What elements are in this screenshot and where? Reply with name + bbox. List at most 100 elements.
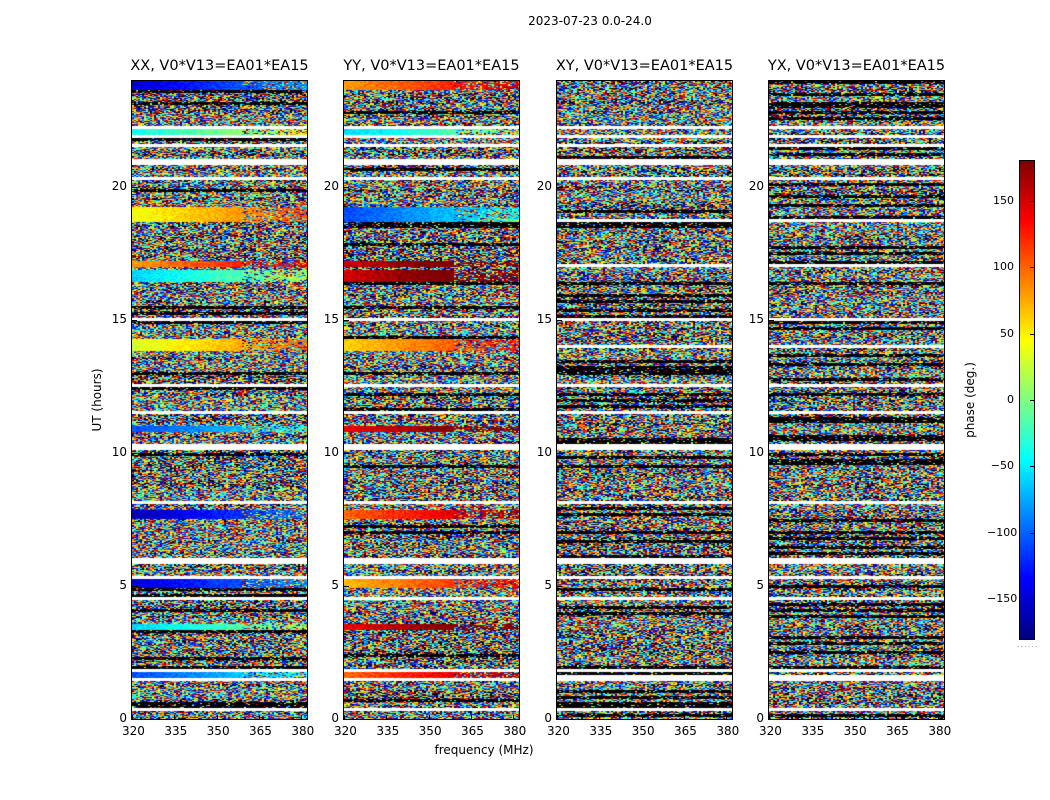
y-axis-label: UT (hours) [90,368,104,432]
x-tick-mark [599,715,601,720]
y-tick-label: 0 [544,711,552,725]
colorbar-tick-label: 150 [993,193,1014,207]
x-tick-label: 365 [249,724,272,738]
y-tick-mark [769,320,774,322]
panel-title: YY, V0*V13=EA01*EA15 [343,58,520,74]
heatmap-image [132,81,307,719]
colorbar-tick-label: 50 [1000,326,1014,340]
x-tick-label: 335 [801,724,825,738]
y-tick-mark [557,719,562,720]
y-tick-label: 5 [119,578,127,593]
x-tick-mark [471,715,473,720]
x-tick-label: 380 [291,724,315,738]
colorbar-tick-label: −50 [990,459,1014,473]
colorbar-tick-mark [1030,532,1034,534]
y-tick-mark [769,187,774,189]
x-tick-label: 335 [376,724,400,738]
y-tick-mark [132,719,137,720]
panel-title: XY, V0*V13=EA01*EA15 [555,58,734,74]
colorbar-tick-label: −100 [987,525,1018,539]
y-tick-mark [769,586,774,588]
x-tick-mark [216,715,218,720]
x-tick-label: 365 [674,724,697,738]
y-tick-mark [769,453,774,455]
y-tick-label: 0 [119,711,127,725]
y-tick-label: 10 [748,445,764,460]
y-tick-mark [132,453,137,455]
colorbar-tick-mark [1030,466,1034,468]
y-tick-mark [557,586,562,588]
y-tick-label: 15 [536,312,552,327]
x-tick-mark [557,715,558,720]
y-tick-label: 5 [756,578,764,593]
x-tick-mark [513,715,515,720]
y-tick-mark [344,187,349,189]
colorbar-tick-mark [1030,200,1034,202]
y-tick-mark [132,320,137,322]
x-tick-label: 380 [503,724,527,738]
heatmap-image [344,81,519,719]
x-axis-label: frequency (MHz) [434,743,534,757]
y-tick-label: 10 [111,445,127,460]
heatmap-image [557,81,732,719]
y-tick-label: 20 [748,179,764,194]
x-tick-label: 335 [589,724,613,738]
y-tick-mark [557,453,562,455]
x-tick-label: 380 [928,724,952,738]
y-tick-label: 10 [323,445,339,460]
y-tick-mark [344,719,349,720]
heatmap-image [769,81,944,719]
y-tick-label: 20 [323,179,339,194]
y-tick-label: 0 [331,711,339,725]
heatmap-panel [131,80,308,720]
y-tick-label: 5 [544,578,552,593]
y-tick-mark [132,187,137,189]
y-tick-label: 20 [111,179,127,194]
x-tick-mark [174,715,176,720]
colorbar [1019,160,1035,640]
x-tick-mark [386,715,388,720]
y-tick-mark [132,586,137,588]
colorbar-label: phase (deg.) [963,362,977,438]
x-tick-mark [726,715,728,720]
figure-title: 2023-07-23 0.0-24.0 [528,14,652,28]
x-tick-label: 350 [631,724,655,738]
heatmap-panel [556,80,733,720]
panel-title: YX, V0*V13=EA01*EA15 [767,58,946,74]
y-tick-mark [344,320,349,322]
y-tick-mark [344,453,349,455]
y-tick-label: 10 [536,445,552,460]
x-tick-label: 365 [886,724,909,738]
x-tick-label: 320 [334,724,357,738]
heatmap-panel [343,80,520,720]
colorbar-tick-label: 0 [1007,393,1014,406]
y-tick-label: 15 [111,312,127,327]
x-tick-mark [132,715,133,720]
x-tick-label: 350 [206,724,230,738]
x-tick-label: 335 [164,724,188,738]
x-tick-mark [641,715,643,720]
x-tick-label: 380 [716,724,740,738]
heatmap-panel [768,80,945,720]
x-tick-label: 350 [843,724,867,738]
colorbar-tick-mark [1030,599,1034,601]
colorbar-tick-mark [1030,267,1034,269]
x-tick-label: 320 [547,724,570,738]
y-tick-label: 15 [748,312,764,327]
colorbar-tick-mark [1030,333,1034,335]
x-tick-mark [344,715,345,720]
colorbar-tick-label: −150 [987,592,1018,606]
x-tick-mark [811,715,813,720]
y-tick-label: 20 [536,179,552,194]
colorbar-gradient [1020,161,1034,639]
x-tick-mark [428,715,430,720]
y-tick-label: 15 [323,312,339,327]
y-tick-mark [769,719,774,720]
x-tick-label: 320 [122,724,145,738]
x-tick-label: 320 [759,724,782,738]
panel-title: XX, V0*V13=EA01*EA15 [130,58,309,74]
y-tick-label: 0 [756,711,764,725]
x-tick-mark [896,715,898,720]
y-tick-mark [344,586,349,588]
x-tick-mark [684,715,686,720]
